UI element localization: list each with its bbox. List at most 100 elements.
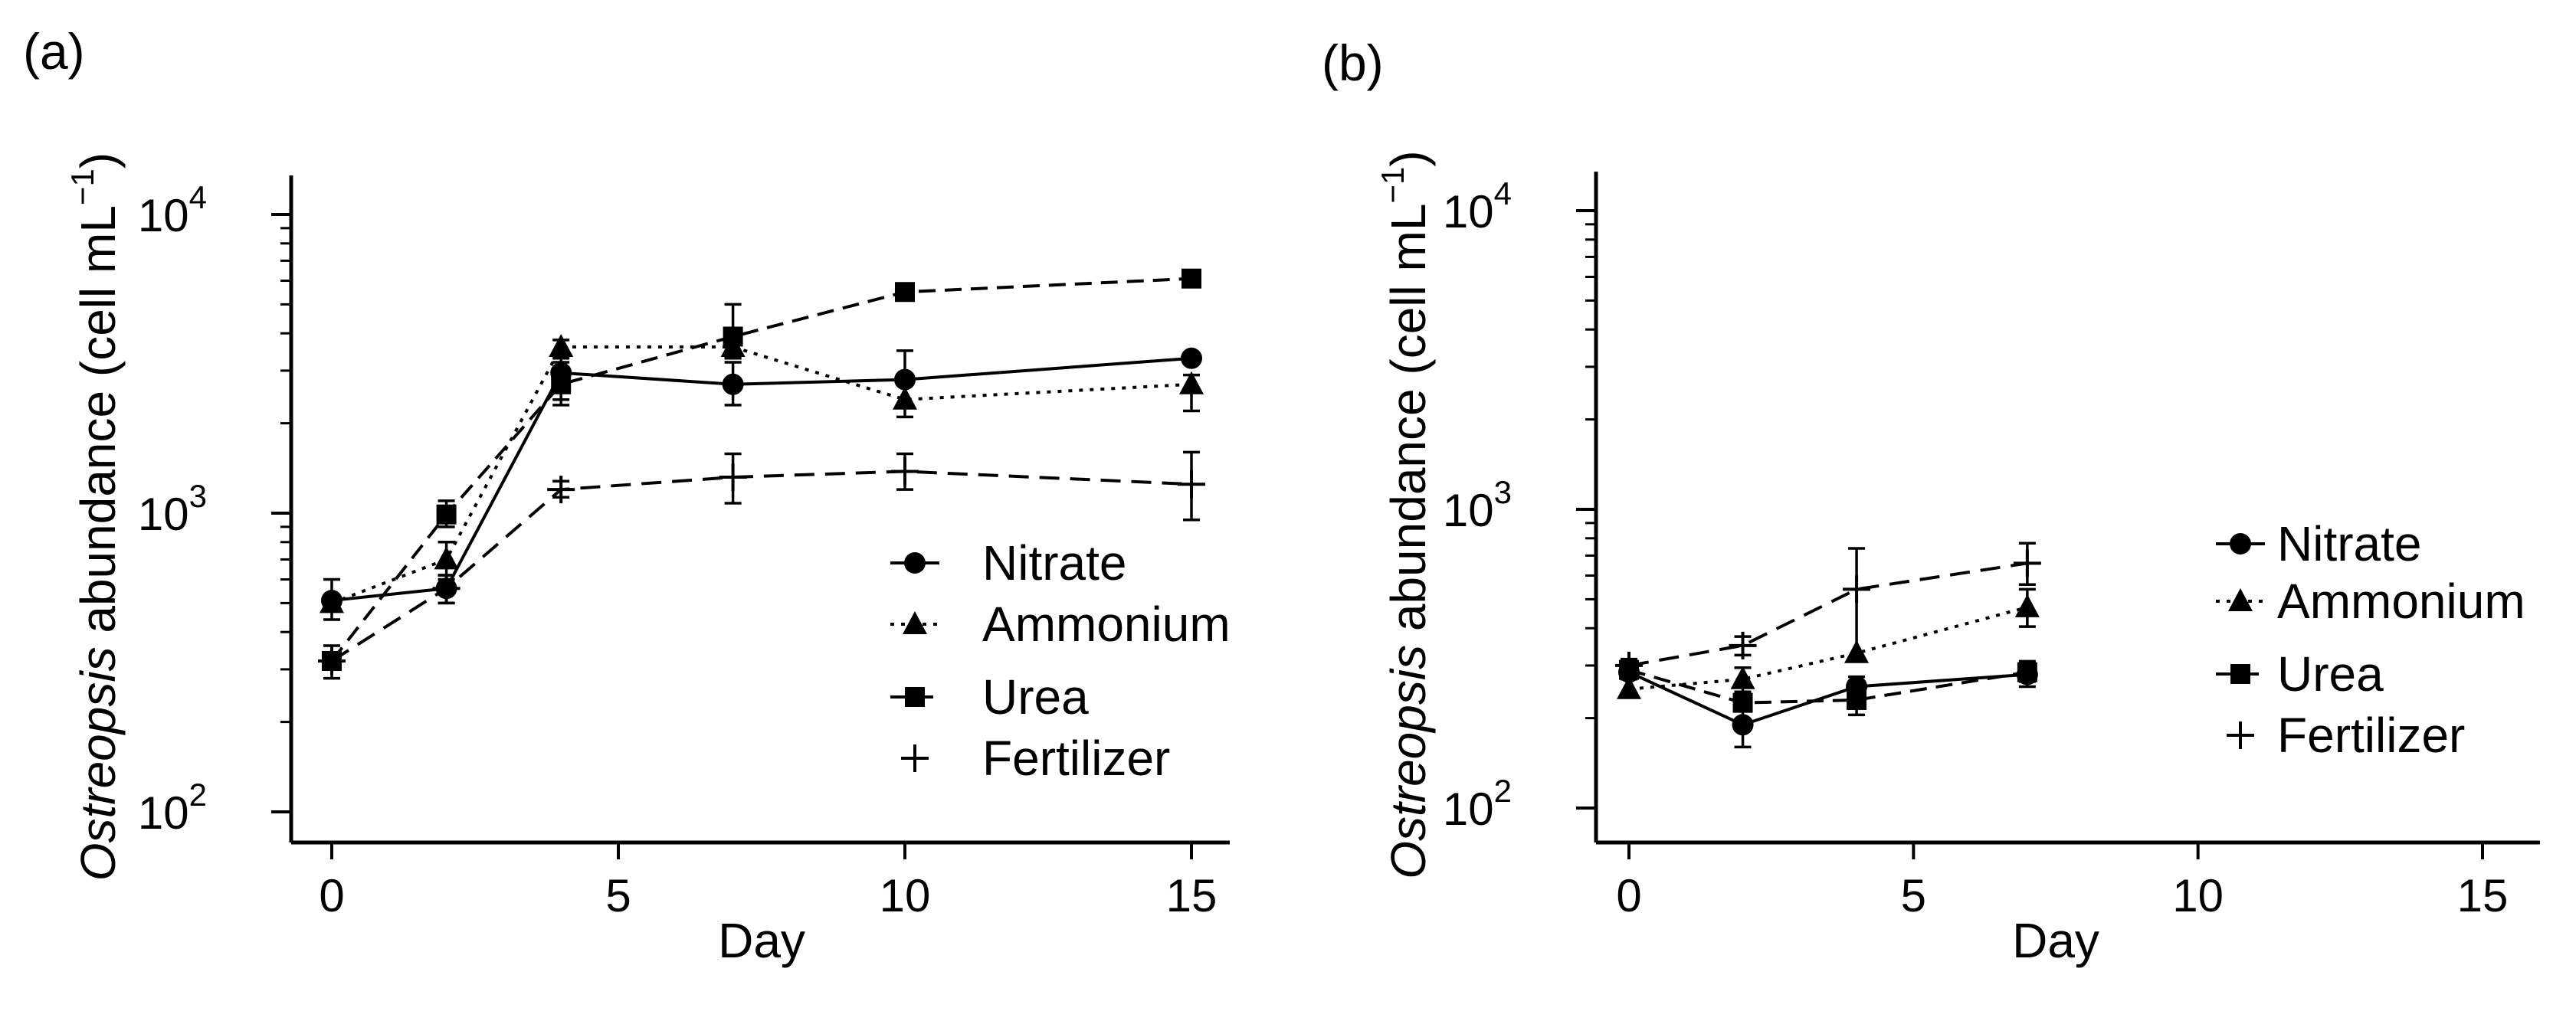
data-point — [2017, 662, 2037, 682]
y-tick-exponent: 4 — [189, 179, 207, 215]
y-tick-label: 103 — [1443, 474, 1512, 536]
y-axis-label-close: ) — [1381, 150, 1436, 166]
y-tick-base: 10 — [138, 190, 189, 241]
panel-label: (a) — [23, 23, 85, 80]
data-point — [2013, 549, 2041, 577]
data-point — [432, 574, 460, 603]
y-tick-base: 10 — [138, 489, 189, 540]
legend-label: Ammonium — [982, 597, 1231, 652]
y-tick-exponent: 3 — [189, 478, 207, 514]
series-urea — [1619, 659, 2037, 717]
x-tick-label: 0 — [319, 870, 344, 921]
legend-label: Nitrate — [982, 535, 1127, 591]
y-axis-label-close: ) — [70, 152, 126, 168]
data-point — [895, 282, 915, 303]
series-line — [1628, 670, 2028, 727]
series-line — [1628, 605, 2028, 691]
y-tick-label: 104 — [1443, 175, 1512, 237]
x-tick-label: 15 — [1166, 870, 1218, 921]
data-point — [1847, 689, 1867, 710]
series-line — [330, 470, 1192, 663]
legend-label: Ammonium — [2277, 574, 2525, 629]
y-tick-base: 10 — [138, 787, 189, 839]
y-axis-label-unit: abundance (cell mL — [1381, 204, 1436, 645]
legend-label: Fertilizer — [2277, 708, 2465, 763]
legend-entry-nitrate: Nitrate — [890, 535, 1127, 591]
data-point — [551, 374, 572, 394]
data-point — [723, 326, 743, 347]
y-axis-label-exponent: −1 — [64, 168, 100, 205]
series-nitrate — [1618, 661, 2038, 749]
data-point — [318, 646, 346, 675]
legend-label: Fertilizer — [982, 731, 1170, 786]
y-tick-label: 104 — [138, 179, 207, 241]
data-point — [1615, 651, 1643, 679]
legend-marker — [2228, 588, 2253, 611]
legend-entry-urea: Urea — [2216, 646, 2384, 702]
data-point — [891, 457, 919, 486]
y-axis-label-genus: Ostreopsis — [70, 646, 126, 881]
y-axis-label-unit: abundance (cell mL — [70, 205, 126, 646]
data-point — [1178, 470, 1205, 499]
data-point — [1181, 347, 1202, 369]
x-axis-label: Day — [718, 913, 805, 968]
data-point — [1617, 676, 1641, 699]
data-point — [1843, 575, 1871, 604]
y-tick-base: 10 — [1443, 186, 1494, 237]
legend-marker — [903, 611, 927, 634]
data-point — [2014, 594, 2040, 617]
legend-label: Nitrate — [2277, 516, 2422, 571]
series-line — [331, 345, 1192, 605]
x-tick-label: 5 — [605, 870, 631, 921]
data-point — [1181, 268, 1201, 289]
data-point — [1732, 714, 1754, 736]
data-point — [893, 386, 917, 410]
series-fertilizer — [1615, 541, 2041, 679]
data-point — [722, 373, 744, 395]
y-tick-label: 103 — [138, 478, 207, 540]
series-ammonium — [1617, 587, 2040, 699]
legend-entry-nitrate: Nitrate — [2216, 516, 2422, 571]
legend-entry-urea: Urea — [890, 669, 1089, 725]
series-line — [1628, 561, 2028, 667]
data-point — [1179, 371, 1204, 394]
data-point — [549, 334, 574, 358]
legend-marker — [2230, 533, 2251, 555]
data-point — [1730, 666, 1755, 689]
y-axis-label-exponent: −1 — [1375, 167, 1411, 204]
data-point — [320, 590, 344, 613]
x-tick-label: 0 — [1616, 870, 1641, 921]
y-tick-exponent: 4 — [1494, 175, 1512, 211]
y-tick-exponent: 3 — [1494, 474, 1512, 510]
y-tick-base: 10 — [1443, 784, 1494, 835]
data-point — [436, 504, 457, 525]
legend-marker — [901, 744, 929, 772]
y-tick-label: 102 — [138, 777, 207, 839]
legend-label: Urea — [2277, 646, 2384, 702]
x-tick-label: 10 — [880, 870, 931, 921]
y-tick-label: 102 — [1443, 773, 1512, 835]
legend-marker — [904, 552, 926, 574]
y-tick-exponent: 2 — [1494, 773, 1512, 809]
legend-entry-fertilizer: Fertilizer — [2227, 708, 2465, 763]
legend-entry-ammonium: Ammonium — [890, 597, 1231, 652]
series-line — [331, 356, 1192, 603]
panel-label: (b) — [1322, 34, 1384, 91]
data-point — [434, 546, 459, 570]
y-axis-label-genus: Ostreopsis — [1381, 645, 1436, 879]
x-tick-label: 15 — [2457, 870, 2509, 921]
legend-label: Urea — [982, 669, 1089, 725]
y-tick-base: 10 — [1443, 485, 1494, 536]
legend-entry-fertilizer: Fertilizer — [901, 731, 1170, 786]
legend-marker — [905, 687, 925, 707]
y-axis-label: Ostreopsis abundance (cell mL−1) — [64, 152, 126, 881]
x-tick-label: 10 — [2172, 870, 2224, 921]
series-fertilizer — [318, 450, 1205, 680]
legend-marker — [2227, 721, 2254, 749]
x-axis-label: Day — [2012, 913, 2099, 968]
y-tick-exponent: 2 — [189, 777, 207, 813]
data-point — [547, 476, 575, 504]
